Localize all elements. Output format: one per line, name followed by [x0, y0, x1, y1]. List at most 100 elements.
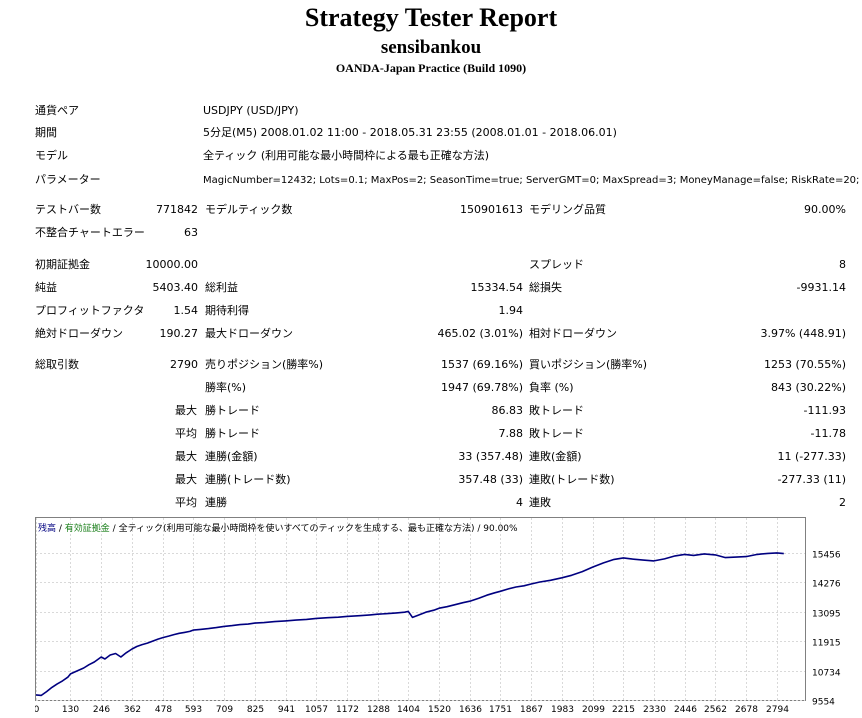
x-tick-label: 1867 [520, 705, 543, 715]
plot-frame [35, 517, 806, 701]
x-tick-label: 1751 [489, 705, 512, 715]
period-label: 期間 [35, 126, 57, 139]
x-tick-label: 1636 [459, 705, 482, 715]
params-value: MagicNumber=12432; Lots=0.1; MaxPos=2; S… [203, 175, 860, 186]
y-tick-label: 14276 [812, 580, 841, 590]
x-tick-label: 1057 [305, 705, 328, 715]
average-win-value: 7.88 [498, 427, 524, 440]
x-tick-label: 2330 [643, 705, 666, 715]
quality-label: モデリング品質 [529, 203, 606, 216]
avg-cons-win-value: 4 [516, 496, 523, 509]
period-value: 5分足(M5) 2008.01.02 11:00 - 2018.05.31 23… [203, 126, 617, 139]
y-tick-label: 10734 [812, 669, 841, 679]
payoff-label: 期待利得 [205, 304, 249, 317]
max-drawdown-value: 465.02 (3.01%) [437, 327, 523, 340]
abs-drawdown-value: 190.27 [159, 327, 199, 340]
x-tick-label: 2099 [582, 705, 605, 715]
x-tick-label: 2794 [766, 705, 789, 715]
short-positions-label: 売りポジション(勝率%) [205, 358, 324, 371]
deposit-label: 初期証拠金 [35, 258, 90, 271]
symbol-value: USDJPY (USD/JPY) [203, 104, 299, 117]
quality-value: 90.00% [804, 203, 846, 216]
rel-drawdown-value: 3.97% (448.91) [760, 327, 846, 340]
model-label: モデル [35, 149, 68, 162]
cons-win-trades-label: 連勝(トレード数) [205, 473, 291, 486]
avg-cons-prefix: 平均 [175, 496, 197, 509]
legend-sep-2: / [109, 524, 119, 534]
account-name: sensibankou [380, 37, 482, 58]
gross-loss-label: 総損失 [529, 281, 562, 294]
win-rate-value: 1947 (69.78%) [440, 381, 523, 394]
ticks-label: モデルティック数 [205, 203, 293, 216]
x-tick-label: 130 [62, 705, 79, 715]
x-tick-label: 246 [93, 705, 110, 715]
ticks-value: 150901613 [460, 203, 523, 216]
largest-win-label: 勝トレード [205, 404, 260, 417]
avg-cons-loss-value: 2 [839, 496, 846, 509]
total-trades-label: 総取引数 [35, 358, 79, 371]
profit-factor-label: プロフィットファクタ [35, 304, 145, 317]
loss-rate-label: 負率 (%) [529, 381, 574, 394]
cons-loss-trades-label: 連敗(トレード数) [529, 473, 615, 486]
x-tick-label: 478 [155, 705, 172, 715]
payoff-value: 1.94 [498, 304, 524, 317]
avg-cons-loss-label: 連敗 [529, 496, 551, 509]
legend-equity: 有効証拠金 [64, 524, 110, 534]
rel-drawdown-label: 相対ドローダウン [529, 327, 617, 340]
model-value: 全ティック (利用可能な最小時間枠による最も正確な方法) [203, 149, 490, 162]
gross-profit-value: 15334.54 [470, 281, 524, 294]
legend-model-info: 全ティック(利用可能な最小時間枠を使いすべてのティックを生成する、最も正確な方法… [118, 524, 518, 534]
largest-loss-value: -111.93 [803, 404, 846, 417]
y-tick-label: 11915 [812, 639, 841, 649]
x-tick-label: 1288 [367, 705, 390, 715]
symbol-label: 通貨ペア [35, 104, 79, 117]
x-tick-label: 1404 [397, 705, 420, 715]
largest-loss-label: 敗トレード [529, 404, 584, 417]
x-tick-label: 593 [185, 705, 202, 715]
abs-drawdown-label: 絶対ドローダウン [35, 327, 123, 340]
x-tick-label: 709 [216, 705, 233, 715]
bars-value: 771842 [156, 203, 198, 216]
net-value: 5403.40 [152, 281, 199, 294]
avg-cons-win-label: 連勝 [205, 496, 227, 509]
max-cons-money-prefix: 最大 [175, 450, 197, 463]
mismatch-label: 不整合チャートエラー [35, 226, 145, 239]
long-positions-value: 1253 (70.55%) [763, 358, 846, 371]
x-tick-label: 2562 [704, 705, 727, 715]
largest-win-value: 86.83 [491, 404, 524, 417]
balance-chart: 9554 10734 11915 13095 14276 15456 0 130 246 362 4… [34, 517, 862, 718]
cons-win-money-value: 33 (357.48) [458, 450, 523, 463]
chart-legend: 残高 / 有効証拠金 / 全ティック(利用可能な最小時間枠を使いすべてのティック… [38, 521, 518, 534]
legend-sep-1: / [56, 524, 65, 534]
x-tick-label: 941 [278, 705, 295, 715]
total-trades-value: 2790 [170, 358, 198, 371]
balance-line [35, 552, 784, 697]
gross-profit-label: 総利益 [205, 281, 238, 294]
x-tick-label: 1983 [551, 705, 574, 715]
profit-factor-value: 1.54 [173, 304, 199, 317]
cons-loss-money-label: 連敗(金額) [529, 450, 582, 463]
y-tick-label: 13095 [812, 610, 841, 620]
loss-rate-value: 843 (30.22%) [770, 381, 846, 394]
mismatch-value: 63 [184, 226, 198, 239]
largest-prefix: 最大 [175, 404, 197, 417]
x-tick-label: 362 [124, 705, 141, 715]
balance-chart-svg: 9554 10734 11915 13095 14276 15456 0 130 246 362 4… [34, 517, 841, 715]
broker-name: OANDA-Japan Practice (Build 1090) [335, 61, 527, 75]
average-prefix: 平均 [175, 427, 197, 440]
y-tick-label: 15456 [812, 551, 841, 561]
average-loss-label: 敗トレード [529, 427, 584, 440]
x-tick-label: 825 [247, 705, 264, 715]
params-label: パラメーター [35, 173, 101, 186]
cons-win-trades-value: 357.48 (33) [458, 473, 523, 486]
x-tick-label: 1172 [336, 705, 359, 715]
max-cons-trades-prefix: 最大 [175, 473, 197, 486]
deposit-value: 10000.00 [145, 258, 199, 271]
average-loss-value: -11.78 [810, 427, 846, 440]
report-title: Strategy Tester Report [304, 3, 558, 32]
spread-value: 8 [839, 258, 846, 271]
x-tick-label: 0 [35, 705, 40, 715]
long-positions-label: 買いポジション(勝率%) [529, 358, 648, 371]
x-tick-label: 2678 [735, 705, 758, 715]
win-rate-label: 勝率(%) [205, 381, 247, 394]
